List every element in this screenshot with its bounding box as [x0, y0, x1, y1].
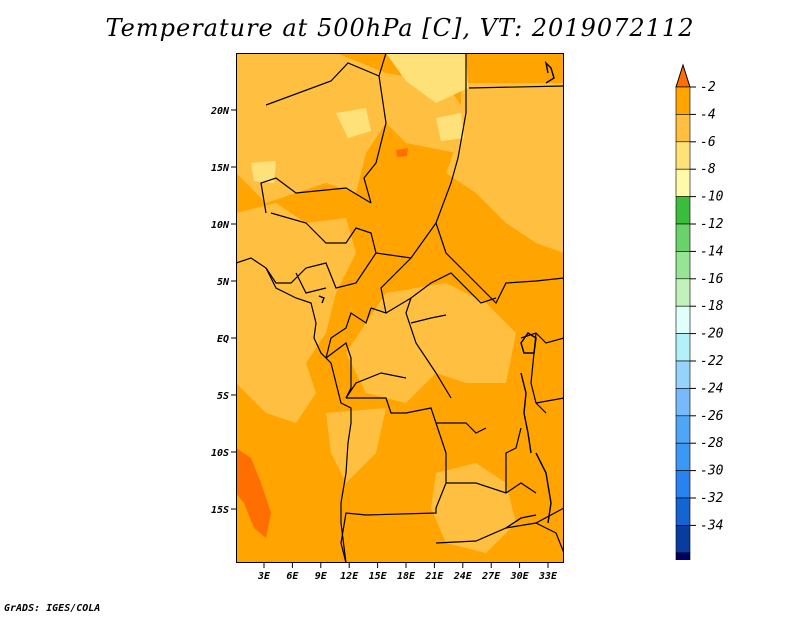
lon-tick-label: 9E [315, 571, 328, 582]
colorbar-label: -30 [700, 464, 724, 479]
colorbar-label: -6 [700, 135, 716, 150]
lat-tick-label: 5N [217, 277, 230, 288]
coolest-patch-4 [251, 161, 276, 183]
colorbar-swatch [675, 497, 691, 526]
colorbar-label: -18 [700, 299, 724, 314]
colorbar-label: -28 [700, 436, 724, 451]
color-legend: -2 -4 -6 -8 -10 -12 -14 -16 -18 -20 -22 -24 -26 -28 -3… [660, 60, 770, 604]
colorbar-swatch [675, 141, 691, 170]
coolest-patch-3 [436, 113, 464, 141]
map-title: Temperature at 500hPa [C], VT: 201907211… [105, 14, 695, 42]
coolest-patch-2 [336, 108, 371, 138]
colorbar-swatch [675, 388, 691, 417]
colorbar-label: -8 [700, 162, 716, 177]
colorbar-label: -22 [700, 354, 724, 369]
lon-tick-label: 27E [481, 571, 501, 582]
colorbar-label: -10 [700, 190, 724, 205]
cool-region-southwest [326, 408, 386, 483]
colorbar-swatch [675, 360, 691, 389]
colorbar-swatch [675, 470, 691, 499]
colorbar-label: -16 [700, 272, 724, 287]
lon-tick-label: 3E [257, 571, 271, 582]
lon-tick-label: 33E [538, 571, 558, 582]
coolest-patch-1 [386, 53, 468, 103]
colorbar-swatch [675, 196, 691, 225]
lon-tick-label: 12E [340, 571, 359, 582]
colorbar-top-arrow [675, 63, 691, 88]
warm-patch-southwest [236, 448, 271, 538]
lon-tick-label: 30E [510, 571, 530, 582]
temperature-map [236, 53, 564, 563]
colorbar-swatch [675, 223, 691, 252]
colorbar-swatch [675, 442, 691, 471]
lon-tick-label: 6E [286, 571, 299, 582]
lat-tick-label: 10S [211, 448, 229, 459]
colorbar-label: -2 [700, 80, 716, 95]
colorbar-swatch [675, 333, 691, 362]
lon-tick-label: 18E [397, 571, 416, 582]
colorbar-label: -26 [700, 409, 724, 424]
warm-patch-small [396, 148, 408, 157]
cool-region-west [236, 203, 356, 423]
lat-tick-label: EQ [217, 334, 229, 345]
lat-tick-label: 15S [211, 505, 229, 516]
colorbar-label: -24 [700, 381, 723, 396]
colorbar-swatch [675, 114, 691, 143]
colorbar-label: -34 [700, 518, 723, 533]
colorbar-label: -12 [700, 217, 724, 232]
lat-tick-label: 10N [211, 220, 230, 231]
grads-credit: GrADS: IGES/COLA [4, 603, 101, 614]
cool-region-southeast [431, 463, 516, 553]
colorbar-swatch [675, 278, 691, 307]
colorbar-swatch [675, 168, 691, 197]
colorbar-label: -20 [700, 327, 724, 342]
lakes [318, 60, 555, 529]
lon-tick-label: 15E [369, 571, 388, 582]
lon-tick-label: 21E [424, 571, 444, 582]
colorbar-label: -14 [700, 244, 723, 259]
lat-tick-label: 5S [217, 391, 229, 402]
lon-tick-label: 24E [453, 571, 473, 582]
lat-tick-label: 20N [210, 106, 230, 117]
colorbar-swatch [675, 525, 691, 554]
colorbar-swatch [675, 415, 691, 444]
colorbar-swatch [675, 251, 691, 280]
cool-region-central [346, 283, 516, 403]
colorbar-swatch [675, 305, 691, 334]
colorbar-label: -32 [700, 491, 724, 506]
colorbar-swatch [675, 86, 691, 115]
colorbar-swatch [675, 552, 691, 581]
colorbar-label: -4 [700, 107, 716, 122]
lat-tick-label: 15N [211, 163, 230, 174]
boundaries [236, 53, 564, 563]
cool-region-northeast [446, 83, 564, 253]
map-border [236, 53, 564, 563]
